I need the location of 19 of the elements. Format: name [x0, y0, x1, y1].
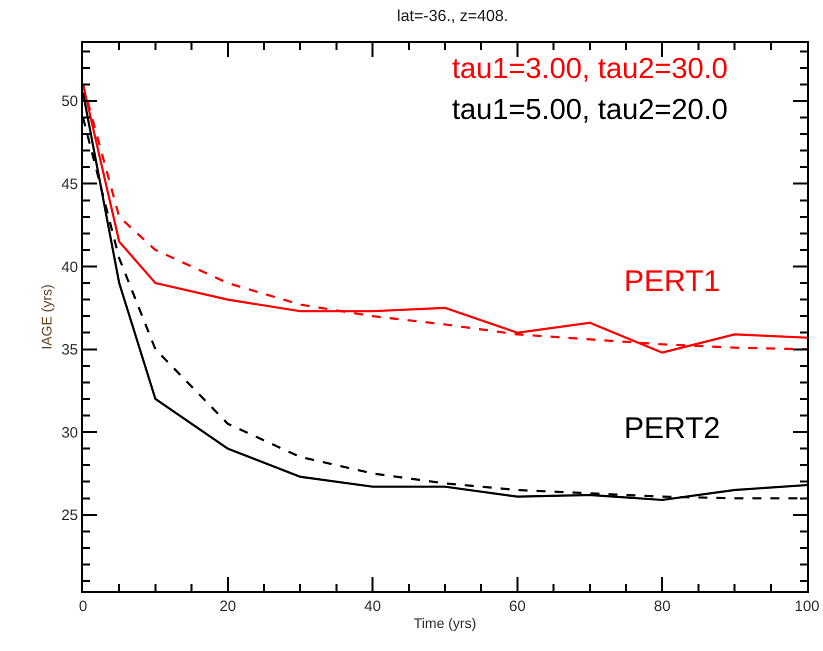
annotation: tau1=5.00, tau2=20.0 [452, 94, 728, 126]
series-label: PERT2 [624, 412, 720, 445]
y-tick-label: 40 [61, 258, 78, 276]
x-tick-label: 0 [78, 598, 88, 615]
y-tick-label: 25 [61, 507, 78, 524]
x-tick-label: 100 [794, 598, 820, 615]
x-tick-label: 40 [364, 598, 381, 615]
series-label: PERT1 [624, 265, 720, 298]
y-tick-label: 35 [61, 342, 78, 359]
x-axis-title: Time (yrs) [414, 614, 476, 631]
y-axis-title: IAGE (yrs) [38, 284, 54, 350]
chart-title: lat=-36., z=408. [397, 8, 508, 25]
y-tick-label: 45 [61, 176, 78, 193]
x-tick-label: 20 [219, 598, 236, 615]
x-tick-label: 60 [509, 598, 526, 615]
annotation: tau1=3.00, tau2=30.0 [452, 53, 728, 85]
y-tick-label: 30 [61, 424, 78, 442]
y-tick-label: 50 [61, 93, 78, 110]
x-tick-label: 80 [654, 598, 671, 615]
